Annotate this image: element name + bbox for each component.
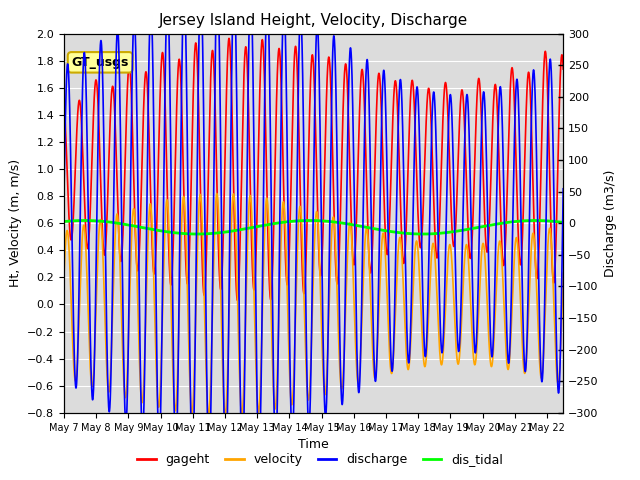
dis_tidal	[559, 219, 567, 225]
gageht	[385, 234, 393, 240]
dis_tidal	[60, 219, 68, 225]
gageht	[251, 279, 259, 285]
discharge	[385, 270, 393, 276]
discharge	[251, 229, 259, 235]
gageht	[471, 163, 479, 168]
discharge	[559, 186, 567, 192]
dis_tidal	[251, 224, 259, 230]
velocity	[151, 310, 159, 315]
discharge	[151, 194, 159, 200]
gageht	[225, 36, 233, 41]
Y-axis label: Discharge (m3/s): Discharge (m3/s)	[604, 169, 617, 277]
dis_tidal	[193, 231, 201, 237]
velocity	[471, 362, 479, 368]
dis_tidal	[151, 227, 159, 233]
dis_tidal	[81, 217, 88, 223]
velocity	[433, 287, 440, 292]
velocity	[60, 273, 68, 279]
Line: velocity: velocity	[64, 193, 563, 415]
Line: gageht: gageht	[64, 38, 563, 300]
Line: dis_tidal: dis_tidal	[64, 220, 563, 234]
Legend: gageht, velocity, discharge, dis_tidal: gageht, velocity, discharge, dis_tidal	[132, 448, 508, 471]
velocity	[360, 270, 367, 276]
dis_tidal	[471, 225, 479, 231]
dis_tidal	[385, 228, 393, 234]
gageht	[60, 98, 68, 104]
velocity	[559, 270, 567, 276]
gageht	[433, 254, 440, 260]
velocity	[221, 412, 229, 418]
Y-axis label: Ht, Velocity (m, m/s): Ht, Velocity (m, m/s)	[8, 159, 22, 287]
gageht	[559, 66, 567, 72]
Line: discharge: discharge	[64, 0, 563, 461]
discharge	[60, 189, 68, 195]
dis_tidal	[360, 224, 367, 229]
gageht	[360, 82, 367, 88]
Text: GT_usgs: GT_usgs	[72, 56, 129, 69]
discharge	[360, 184, 367, 190]
Title: Jersey Island Height, Velocity, Discharge: Jersey Island Height, Velocity, Discharg…	[159, 13, 468, 28]
discharge	[222, 458, 230, 464]
discharge	[471, 346, 479, 351]
velocity	[251, 327, 259, 333]
velocity	[213, 191, 221, 196]
discharge	[433, 164, 440, 169]
gageht	[151, 269, 159, 275]
gageht	[234, 298, 241, 303]
dis_tidal	[433, 231, 440, 237]
X-axis label: Time: Time	[298, 438, 329, 451]
velocity	[385, 337, 393, 343]
